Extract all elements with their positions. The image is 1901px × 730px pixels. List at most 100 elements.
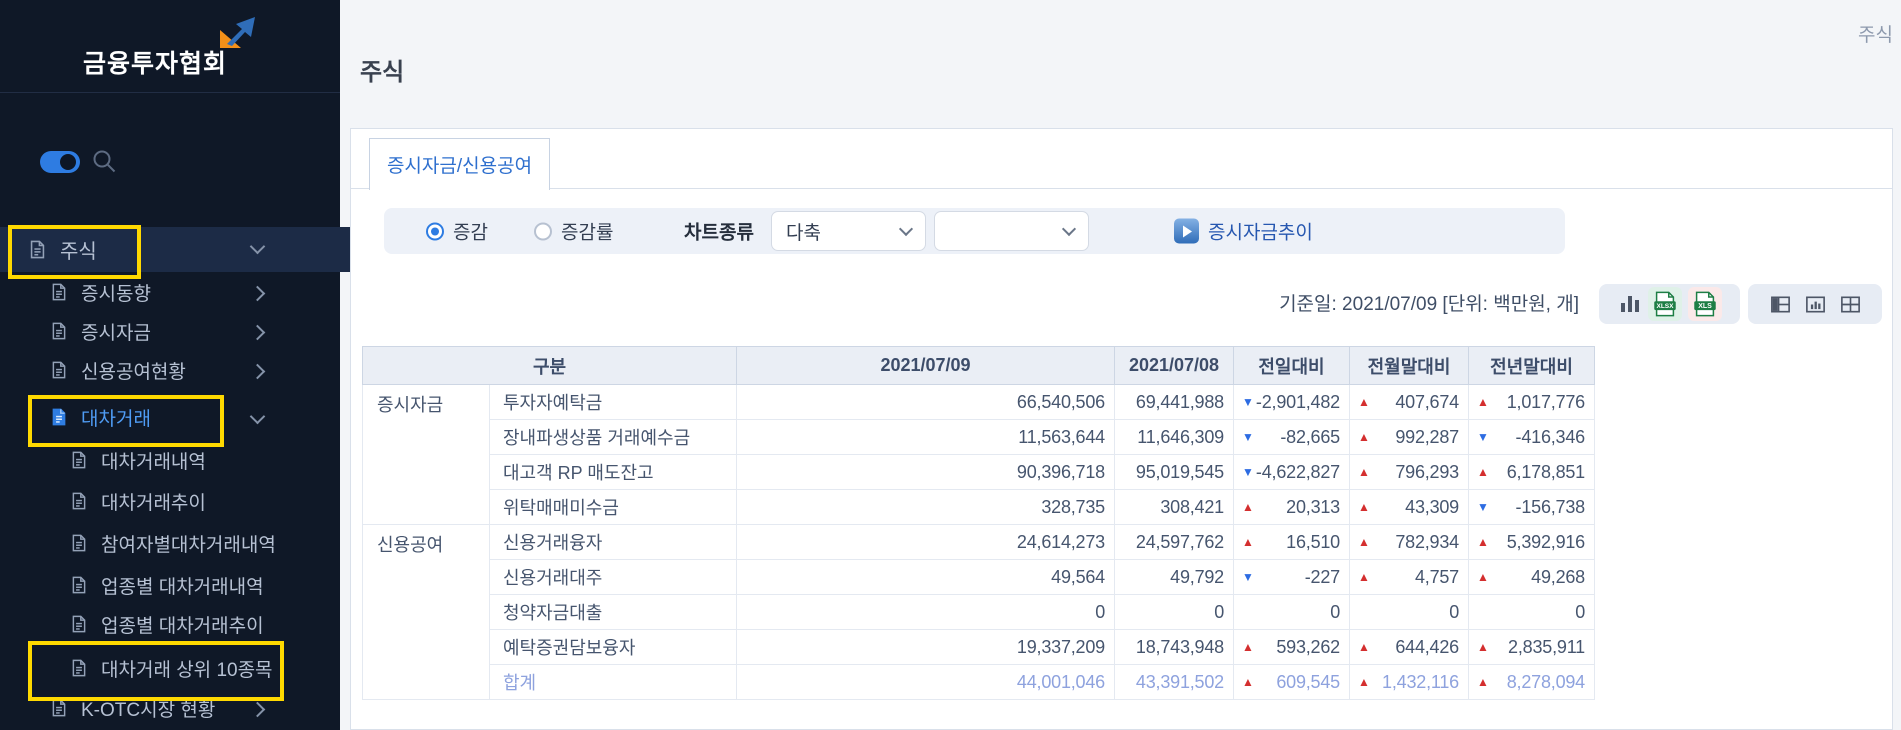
- radio-change-rate-label: 증감률: [561, 222, 614, 244]
- trend-arrow-icon: ▲: [1242, 675, 1254, 689]
- grid-icon[interactable]: [1839, 293, 1862, 316]
- chart-sub-select[interactable]: [934, 211, 1089, 251]
- trend-arrow-icon: ▲: [1477, 570, 1489, 584]
- chevron-down-icon: [249, 408, 266, 425]
- chart-panel-icon[interactable]: [1804, 293, 1827, 316]
- sidebar-item-market-trend[interactable]: 증시동향: [0, 272, 390, 312]
- document-icon: [70, 492, 88, 510]
- sidebar-item-label: 업종별 대차거래내역: [101, 576, 264, 598]
- table-row: 증시자금 투자자예탁금 66,540,506 69,441,988 ▼ -2,90…: [362, 384, 1595, 525]
- sidebar-item-label: 신용공여현황: [81, 361, 186, 383]
- sidebar-item-k-otc[interactable]: K-OTC시장 현황: [0, 688, 390, 728]
- chart-type-value: 다축: [786, 222, 821, 244]
- page-title: 주식: [360, 59, 405, 86]
- col-header-diff-year: 전년말대비: [1468, 346, 1595, 385]
- sidebar-item-loan-by-sector-trend[interactable]: 업종별 대차거래추이: [0, 604, 410, 644]
- market-funds-trend-link[interactable]: 증시자금추이: [1174, 218, 1313, 245]
- document-icon: [70, 451, 88, 469]
- trend-arrow-icon: ▲: [1358, 675, 1370, 689]
- trend-arrow-icon: ▲: [1358, 465, 1370, 479]
- col-header-day1: 2021/07/09: [736, 346, 1115, 385]
- radio-change[interactable]: 증감: [426, 218, 488, 245]
- table-row: 신용공여 신용거래융자 24,614,273 24,597,762 ▲ 16,51…: [362, 524, 1595, 700]
- document-icon: [50, 322, 68, 340]
- tab-strip: [351, 129, 1892, 189]
- chart-type-select[interactable]: 다축: [771, 211, 926, 251]
- radio-change-rate[interactable]: 증감률: [534, 218, 613, 245]
- row-item-label: 투자자예탁금: [489, 384, 737, 420]
- trend-arrow-icon: ▲: [1358, 640, 1370, 654]
- sidebar-item-credit-status[interactable]: 신용공여현황: [0, 350, 390, 390]
- radio-selected-icon: [426, 222, 444, 240]
- trend-arrow-icon: ▲: [1358, 570, 1370, 584]
- chevron-right-icon: [249, 324, 266, 341]
- market-funds-table: 구분 2021/07/09 2021/07/08 전일대비 전월말대비 전년말대…: [362, 346, 1595, 700]
- kofia-logo-text: 금융투자협회: [83, 50, 228, 78]
- table-row: 청약자금대출 0 0 0 0 0: [363, 594, 1595, 630]
- sidebar-item-loan-trend[interactable]: 대차거래추이: [0, 481, 410, 521]
- trend-arrow-icon: ▼: [1242, 395, 1254, 409]
- trend-arrow-icon: ▼: [1242, 430, 1254, 444]
- chevron-down-icon: [898, 221, 914, 237]
- trend-arrow-icon: ▲: [1358, 500, 1370, 514]
- search-icon[interactable]: [90, 147, 120, 177]
- export-toolbar: XLSX XLS: [1599, 284, 1740, 324]
- document-icon: [50, 699, 68, 717]
- trend-arrow-icon: ▲: [1242, 640, 1254, 654]
- trend-arrow-icon: ▼: [1242, 465, 1254, 479]
- row-item-label: 대고객 RP 매도잔고: [489, 454, 737, 490]
- radio-change-label: 증감: [453, 222, 488, 244]
- bar-chart-icon[interactable]: [1618, 293, 1642, 315]
- table-row: 대고객 RP 매도잔고 90,396,718 95,019,545 ▼ -4,62…: [363, 454, 1595, 490]
- diff-year-cell: ▲ 1,017,776: [1468, 384, 1595, 420]
- menu-toggle-switch[interactable]: [40, 151, 80, 173]
- row-item-label: 예탁증권담보융자: [489, 629, 737, 665]
- sidebar-item-market-funds[interactable]: 증시자금: [0, 311, 390, 351]
- sidebar-item-label: 주식: [60, 241, 97, 263]
- trend-arrow-icon: ▲: [1242, 535, 1254, 549]
- excel-xls-icon[interactable]: XLS: [1687, 287, 1722, 321]
- col-header-day2: 2021/07/08: [1114, 346, 1234, 385]
- table-total-row: 합계 44,001,046 43,391,502 ▲ 609,545 ▲ 1,432…: [363, 664, 1595, 700]
- diff-month-cell: ▲ 407,674: [1349, 384, 1469, 420]
- document-icon: [70, 615, 88, 633]
- row-item-label: 청약자금대출: [489, 594, 737, 630]
- excel-xlsx-icon[interactable]: XLSX: [1647, 287, 1682, 321]
- table-layout-icon[interactable]: [1769, 293, 1792, 316]
- view-toolbar: [1748, 284, 1882, 324]
- trend-arrow-icon: ▼: [1477, 500, 1489, 514]
- table-row: 장내파생상품 거래예수금 11,563,644 11,646,309 ▼ -82,…: [363, 419, 1595, 455]
- row-item-label: 위탁매매미수금: [489, 489, 737, 525]
- main-content: 주식 주식 증시자금/신용공여 증감 증감률 차트종류 다축: [340, 0, 1901, 730]
- document-icon: [50, 283, 68, 301]
- sidebar-item-stock[interactable]: 주식: [0, 227, 368, 272]
- trend-arrow-icon: ▲: [1242, 500, 1254, 514]
- tab-market-funds-credit[interactable]: 증시자금/신용공여: [369, 138, 550, 190]
- row-item-label: 신용거래융자: [489, 524, 737, 560]
- svg-text:XLSX: XLSX: [1656, 303, 1674, 310]
- chevron-right-icon: [249, 701, 266, 718]
- sidebar-item-loan-history[interactable]: 대차거래내역: [0, 440, 410, 480]
- kofia-logo[interactable]: 금융투자협회: [83, 16, 263, 78]
- sidebar-item-label: 대차거래내역: [101, 451, 206, 473]
- sidebar-item-loan-by-sector-history[interactable]: 업종별 대차거래내역: [0, 565, 410, 605]
- diff-day-cell: ▼ -2,901,482: [1233, 384, 1350, 420]
- row-item-label: 장내파생상품 거래예수금: [489, 419, 737, 455]
- value-day2: 69,441,988: [1114, 384, 1234, 420]
- sidebar-item-label: 업종별 대차거래추이: [101, 615, 264, 637]
- col-header-diff-day: 전일대비: [1233, 346, 1350, 385]
- tab-label: 증시자금/신용공여: [386, 156, 533, 177]
- sidebar-item-loan-trading[interactable]: 대차거래: [0, 397, 390, 437]
- document-icon: [70, 534, 88, 552]
- document-icon: [50, 408, 68, 426]
- sidebar-item-loan-top10[interactable]: 대차거래 상위 10종목: [0, 648, 410, 688]
- trend-arrow-icon: ▲: [1477, 640, 1489, 654]
- sidebar-item-loan-by-participant[interactable]: 참여자별대차거래내역: [0, 523, 410, 563]
- play-icon: [1174, 218, 1199, 244]
- table-row: 예탁증권담보융자 19,337,209 18,743,948 ▲ 593,262 …: [363, 629, 1595, 665]
- breadcrumb: 주식: [1858, 25, 1893, 46]
- value-day1: 66,540,506: [736, 384, 1115, 420]
- document-icon: [70, 576, 88, 594]
- sidebar-item-label: 참여자별대차거래내역: [101, 534, 276, 556]
